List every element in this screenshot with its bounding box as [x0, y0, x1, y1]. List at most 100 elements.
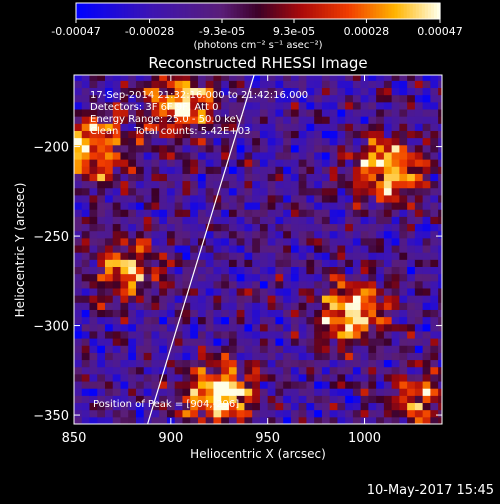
heatmap-cell	[236, 280, 245, 289]
heatmap-cell	[221, 323, 230, 332]
heatmap-cell	[275, 237, 284, 246]
heatmap-cell	[104, 287, 114, 296]
heatmap-cell	[205, 416, 214, 424]
heatmap-cell	[430, 94, 439, 103]
heatmap-cell	[376, 180, 385, 189]
heatmap-cell	[166, 352, 176, 361]
heatmap-cell	[197, 173, 207, 182]
heatmap-cell	[321, 323, 331, 332]
heatmap-cell	[128, 173, 137, 182]
colorbar-cell	[415, 3, 420, 19]
heatmap-cell	[321, 259, 331, 267]
heatmap-cell	[399, 144, 408, 153]
heatmap-cell	[135, 359, 145, 368]
heatmap-cell	[360, 94, 369, 103]
heatmap-cell	[97, 338, 106, 346]
heatmap-cell	[391, 194, 400, 203]
heatmap-cell	[151, 116, 160, 124]
heatmap-cell	[166, 373, 176, 382]
heatmap-cell	[89, 209, 98, 217]
heatmap-cell	[228, 402, 238, 411]
annotation-detectors: Detectors: 3F 6F 9F, Att 0	[90, 102, 218, 113]
heatmap-cell	[383, 166, 393, 174]
heatmap-cell	[143, 180, 152, 189]
heatmap-cell	[360, 116, 369, 124]
heatmap-cell	[97, 366, 106, 375]
heatmap-cell	[128, 359, 137, 368]
heatmap-cell	[414, 187, 424, 196]
heatmap-cell	[81, 252, 90, 260]
heatmap-cell	[376, 316, 385, 325]
heatmap-cell	[236, 266, 245, 275]
heatmap-cell	[368, 130, 377, 139]
heatmap-cell	[143, 352, 152, 361]
heatmap-cell	[290, 137, 300, 146]
heatmap-cell	[244, 223, 253, 232]
heatmap-cell	[352, 338, 362, 346]
heatmap-cell	[352, 280, 362, 289]
y-tick-label: −250	[33, 230, 69, 245]
heatmap-cell	[81, 280, 90, 289]
heatmap-cell	[244, 116, 253, 124]
heatmap-cell	[213, 316, 222, 325]
heatmap-cell	[205, 187, 214, 196]
heatmap-cell	[81, 381, 90, 389]
heatmap-cell	[337, 159, 346, 167]
heatmap-cell	[89, 381, 98, 389]
heatmap-cell	[213, 345, 222, 353]
heatmap-cell	[112, 395, 121, 404]
heatmap-cell	[252, 316, 261, 325]
heatmap-cell	[267, 194, 276, 203]
heatmap-cell	[74, 245, 83, 253]
heatmap-cell	[166, 330, 176, 339]
heatmap-cell	[298, 187, 307, 196]
heatmap-cell	[213, 87, 222, 96]
heatmap-cell	[236, 295, 245, 303]
heatmap-cell	[399, 151, 408, 160]
heatmap-cell	[174, 245, 183, 253]
heatmap-cell	[345, 395, 354, 404]
heatmap-cell	[391, 202, 400, 210]
heatmap-cell	[383, 144, 393, 153]
heatmap-cell	[438, 373, 442, 382]
heatmap-cell	[360, 316, 369, 325]
heatmap-cell	[174, 338, 183, 346]
heatmap-cell	[430, 373, 439, 382]
heatmap-cell	[244, 237, 253, 246]
heatmap-cell	[383, 287, 393, 296]
heatmap-cell	[352, 130, 362, 139]
heatmap-cell	[151, 287, 160, 296]
heatmap-cell	[298, 266, 307, 275]
heatmap-cell	[213, 381, 222, 389]
heatmap-cell	[345, 202, 354, 210]
colorbar-cell	[361, 3, 365, 19]
heatmap-cell	[275, 409, 284, 418]
heatmap-cell	[143, 159, 152, 167]
heatmap-cell	[391, 173, 400, 182]
heatmap-cell	[151, 87, 160, 96]
heatmap-cell	[97, 295, 106, 303]
heatmap-cell	[190, 287, 199, 296]
heatmap-cell	[329, 151, 338, 160]
heatmap-cell	[104, 266, 114, 275]
heatmap-cell	[221, 273, 230, 282]
heatmap-cell	[221, 352, 230, 361]
heatmap-cell	[112, 266, 121, 275]
heatmap-cell	[252, 352, 261, 361]
heatmap-cell	[383, 109, 393, 117]
heatmap-cell	[259, 194, 269, 203]
heatmap-cell	[422, 252, 431, 260]
heatmap-cell	[81, 94, 90, 103]
heatmap-cell	[197, 352, 207, 361]
heatmap-cell	[352, 266, 362, 275]
heatmap-cell	[205, 109, 214, 117]
heatmap-cell	[337, 101, 346, 110]
colorbar-cell	[309, 3, 314, 19]
heatmap-cell	[151, 345, 160, 353]
heatmap-cell	[267, 323, 276, 332]
heatmap-cell	[430, 316, 439, 325]
heatmap-cell	[112, 287, 121, 296]
heatmap-cell	[120, 151, 129, 160]
heatmap-cell	[221, 159, 230, 167]
